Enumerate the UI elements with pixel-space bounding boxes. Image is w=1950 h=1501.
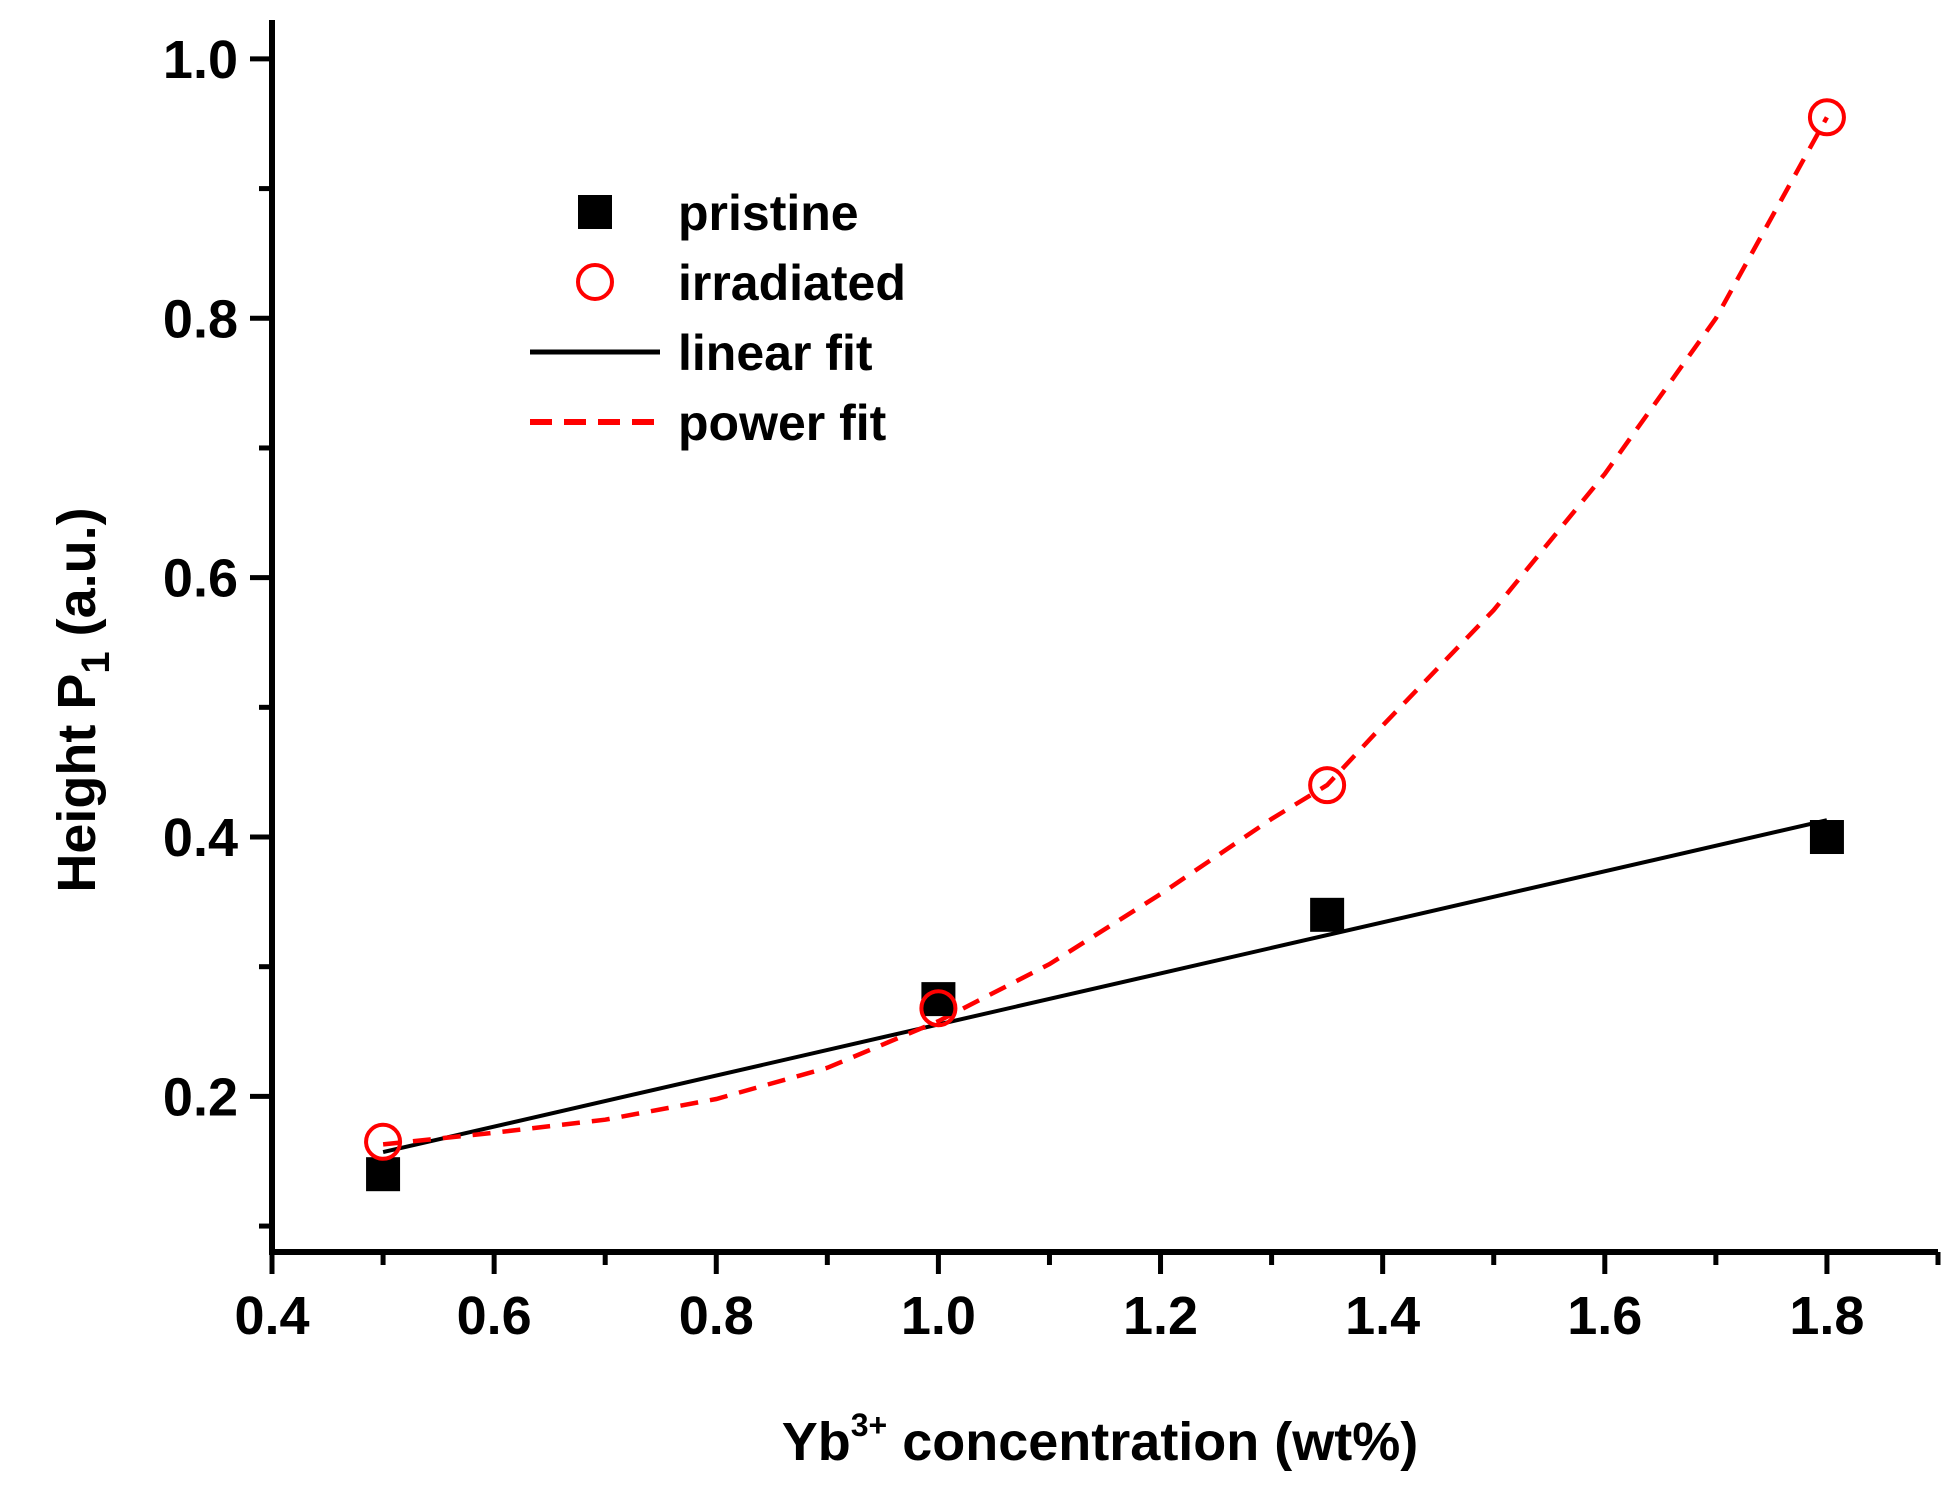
x-tick-label: 1.6 xyxy=(1567,1286,1642,1346)
x-tick-label: 0.4 xyxy=(234,1286,309,1346)
irradiated-point xyxy=(919,989,958,1028)
y-axis-title-base: Height P xyxy=(47,674,107,893)
legend-marker-pristine xyxy=(578,195,612,229)
linear-fit-line xyxy=(382,818,1828,1155)
axes: 0.4 0.6 0.8 1.0 1.2 1.4 1.6 1.8 0.2 0.4 0.6 0.8 1.0 xyxy=(163,20,1941,1346)
x-axis-title-base: Yb xyxy=(782,1412,851,1472)
x-tick-label: 0.6 xyxy=(457,1286,532,1346)
x-axis-title-rest: concentration (wt%) xyxy=(887,1412,1418,1472)
x-axis-title: Yb3+ concentration (wt%) xyxy=(782,1407,1419,1472)
y-tick-label: 0.6 xyxy=(163,549,238,609)
x-tick-label: 1.2 xyxy=(1123,1286,1198,1346)
x-axis-title-sup: 3+ xyxy=(851,1407,887,1443)
legend-label: power fit xyxy=(678,395,887,451)
irradiated-point xyxy=(1308,766,1347,805)
x-tick-label: 1.4 xyxy=(1345,1286,1420,1346)
irradiated-point xyxy=(1807,98,1846,137)
pristine-point xyxy=(1809,820,1844,855)
legend-label: linear fit xyxy=(678,325,873,381)
legend: pristine irradiated linear fit power fit xyxy=(530,185,906,451)
legend-marker-irradiated xyxy=(576,263,614,301)
x-tick-label: 1.0 xyxy=(901,1286,976,1346)
y-axis-title: Height P1 (a.u.) xyxy=(47,507,118,892)
x-tick-label: 0.8 xyxy=(679,1286,754,1346)
irradiated-point xyxy=(364,1122,403,1161)
x-tick-label: 1.8 xyxy=(1789,1286,1864,1346)
pristine-point xyxy=(366,1157,401,1192)
y-axis-title-rest: (a.u.) xyxy=(47,507,107,651)
y-tick-label: 0.4 xyxy=(163,808,238,868)
legend-label: pristine xyxy=(678,185,859,241)
y-tick-label: 0.8 xyxy=(163,289,238,349)
plot-area xyxy=(364,98,1846,1192)
y-tick-label: 0.2 xyxy=(163,1067,238,1127)
pristine-point xyxy=(1310,897,1345,932)
legend-label: irradiated xyxy=(678,255,906,311)
power-fit-line xyxy=(382,116,1829,1147)
pristine-point xyxy=(921,982,956,1017)
y-axis-title-sub: 1 xyxy=(74,651,118,673)
y-tick-label: 1.0 xyxy=(163,30,238,90)
